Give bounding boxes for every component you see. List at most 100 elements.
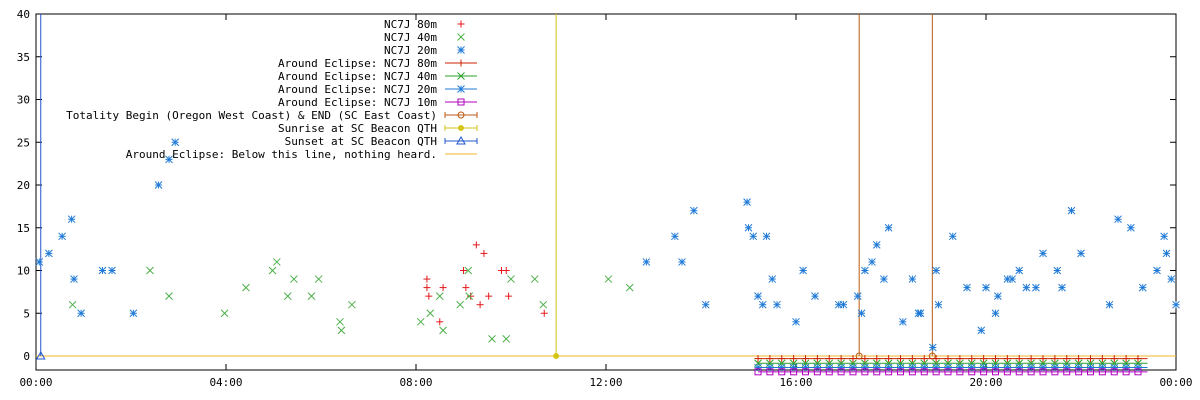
y-tick-label: 5	[23, 307, 30, 320]
around-eclipse-marker	[1015, 363, 1024, 372]
around-eclipse-marker	[956, 363, 964, 372]
data-point	[1008, 275, 1016, 283]
data-point	[488, 335, 496, 343]
data-point	[435, 292, 444, 301]
data-point	[963, 283, 971, 292]
data-point	[880, 275, 888, 283]
around-eclipse-marker	[897, 355, 904, 363]
data-point	[68, 300, 77, 309]
data-point	[165, 155, 173, 164]
around-eclipse-marker	[1003, 368, 1011, 376]
data-point	[1153, 266, 1161, 275]
data-point	[439, 326, 447, 335]
x-tick-label: 00:00	[19, 376, 52, 389]
around-eclipse-marker	[1027, 355, 1035, 363]
around-eclipse-marker	[813, 355, 821, 363]
legend-label: Sunrise at SC Beacon QTH	[278, 122, 437, 135]
around-eclipse-marker	[1134, 355, 1142, 363]
data-point	[857, 309, 866, 318]
data-point	[1058, 283, 1066, 292]
data-point	[307, 292, 316, 301]
data-point	[604, 275, 613, 283]
data-point	[1114, 215, 1122, 224]
around-eclipse-marker	[1039, 363, 1047, 372]
data-point	[314, 275, 323, 283]
around-eclipse-marker	[968, 355, 976, 363]
data-point	[861, 266, 869, 275]
around-eclipse-marker	[873, 355, 881, 363]
data-point	[336, 317, 344, 326]
around-eclipse-marker	[1051, 355, 1059, 363]
legend-marker	[457, 59, 465, 67]
around-eclipse-marker	[861, 363, 869, 372]
around-eclipse-marker	[920, 363, 929, 372]
around-eclipse-marker	[979, 363, 988, 372]
data-point	[505, 292, 513, 300]
around-eclipse-marker	[1063, 355, 1071, 363]
around-eclipse-marker	[1003, 363, 1012, 372]
data-point	[811, 292, 819, 301]
data-point	[1039, 249, 1047, 258]
data-point	[502, 335, 511, 343]
around-eclipse-marker	[1051, 368, 1059, 376]
plot-frame	[35, 13, 1177, 371]
around-eclipse-marker	[825, 368, 833, 376]
around-eclipse-marker	[837, 355, 845, 363]
around-eclipse-marker	[849, 363, 857, 372]
around-eclipse-marker	[849, 355, 857, 363]
data-point	[44, 249, 53, 258]
data-point	[934, 300, 943, 309]
data-point	[465, 292, 474, 301]
around-eclipse-marker	[908, 355, 916, 363]
legend-marker	[457, 72, 465, 80]
x-tick-label: 00:00	[1159, 376, 1192, 389]
data-point	[480, 249, 488, 257]
around-eclipse-marker	[1122, 368, 1130, 376]
around-eclipse-marker	[1039, 368, 1047, 376]
data-point	[671, 232, 679, 241]
data-point	[690, 206, 698, 215]
around-eclipse-marker	[872, 363, 881, 372]
data-point	[768, 275, 777, 283]
data-point	[77, 309, 85, 318]
around-eclipse-marker	[944, 368, 952, 376]
data-point	[754, 292, 762, 301]
data-point	[272, 258, 281, 266]
around-eclipse-marker	[1074, 363, 1083, 372]
around-eclipse-marker	[1087, 355, 1094, 363]
legend-marker	[457, 46, 465, 54]
data-point	[994, 292, 1002, 301]
around-eclipse-marker	[813, 363, 822, 372]
plot-border	[35, 13, 1177, 371]
data-point	[425, 292, 433, 300]
data-point	[1160, 232, 1168, 241]
around-eclipse-marker	[885, 355, 893, 363]
event-vertical-lines	[35, 14, 1176, 360]
around-eclipse-marker	[992, 368, 999, 376]
data-point	[1138, 283, 1147, 292]
data-point	[744, 223, 753, 232]
around-eclipse-marker	[790, 368, 798, 376]
data-point	[154, 181, 163, 189]
legend-label: NC7J 20m	[384, 44, 437, 57]
around-eclipse-marker	[801, 363, 810, 372]
data-point	[773, 300, 781, 309]
data-point	[1053, 266, 1062, 275]
data-point	[337, 326, 346, 335]
legend-marker	[457, 85, 465, 93]
data-point	[436, 318, 444, 326]
around-eclipse-marker	[920, 355, 928, 363]
data-point	[416, 317, 425, 326]
around-eclipse-marker	[802, 368, 809, 376]
around-eclipse-marker	[944, 355, 952, 363]
around-eclipse-marker	[790, 355, 798, 363]
data-point	[290, 275, 298, 283]
data-point	[146, 266, 154, 275]
data-point	[502, 267, 510, 274]
y-tick-label: 0	[23, 350, 30, 363]
around-eclipse-marker	[766, 363, 774, 372]
data-point	[283, 292, 292, 301]
around-eclipse-marker	[825, 363, 834, 372]
around-eclipse-marker	[849, 368, 857, 376]
legend-label: NC7J 40m	[384, 31, 437, 44]
